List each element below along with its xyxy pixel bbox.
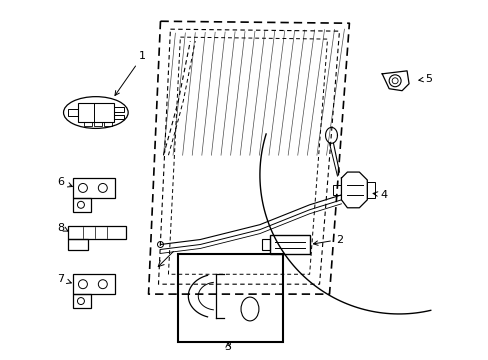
Text: 2: 2 [313, 234, 342, 245]
Bar [103, 122, 112, 126]
Text: 7: 7 [58, 274, 71, 284]
Bar [73, 198, 91, 212]
Text: 4: 4 [372, 190, 387, 200]
Text: 5: 5 [418, 74, 431, 84]
Text: 3: 3 [224, 342, 231, 352]
Bar [366, 182, 374, 198]
Bar [68, 109, 78, 117]
Bar [78, 103, 114, 122]
Bar [73, 178, 115, 198]
Text: 6: 6 [58, 177, 72, 187]
Bar [114, 107, 123, 112]
Text: 8: 8 [58, 222, 68, 233]
Text: 1: 1 [115, 51, 146, 95]
Bar [269, 235, 309, 255]
Bar [73, 294, 91, 308]
Bar [94, 122, 102, 126]
Bar [114, 114, 123, 120]
Bar [333, 185, 341, 195]
Bar [178, 255, 282, 342]
Bar [84, 122, 92, 126]
Bar [262, 239, 269, 251]
Bar [68, 239, 88, 251]
Bar [73, 274, 115, 294]
Bar [68, 226, 125, 239]
